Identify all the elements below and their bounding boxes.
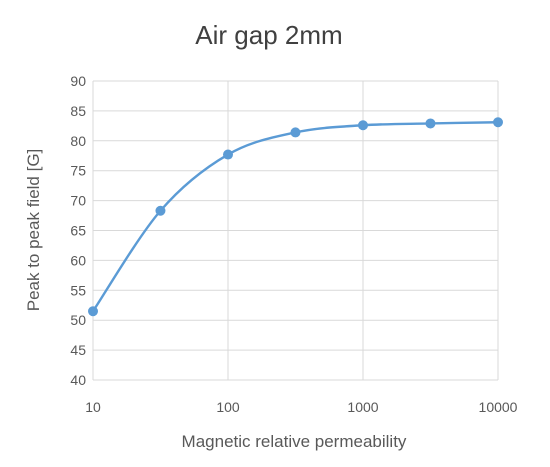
y-tick-label: 80 [70,133,86,149]
x-tick-label: 1000 [347,399,378,415]
y-tick-label: 60 [70,252,86,268]
data-point [290,127,301,138]
y-tick-label: 70 [70,193,86,209]
data-point [358,120,368,131]
y-tick-label: 85 [70,103,86,119]
gridlines [92,80,499,381]
y-tick-label: 75 [70,163,86,179]
data-point [493,117,503,128]
x-tick-label: 100 [216,399,240,415]
data-point [425,118,436,129]
data-point [155,205,166,216]
x-tick-label: 10 [85,399,101,415]
data-point [88,306,98,317]
y-tick-label: 40 [70,372,86,388]
tick-labels: 40 45 50 55 60 65 70 75 80 85 90 10 100 1000 10000 [70,73,517,415]
series-line [92,121,499,312]
y-tick-label: 65 [70,223,86,239]
chart-title: Air gap 2mm [195,20,342,50]
y-tick-label: 50 [70,312,86,328]
y-axis-label: Peak to peak field [G] [24,149,43,312]
y-tick-label: 90 [70,73,86,89]
y-tick-label: 45 [70,342,86,358]
x-axis-label: Magnetic relative permeability [182,432,407,451]
series [88,117,503,317]
data-point [223,149,233,160]
y-tick-label: 55 [70,282,86,298]
x-tick-label: 10000 [479,399,518,415]
